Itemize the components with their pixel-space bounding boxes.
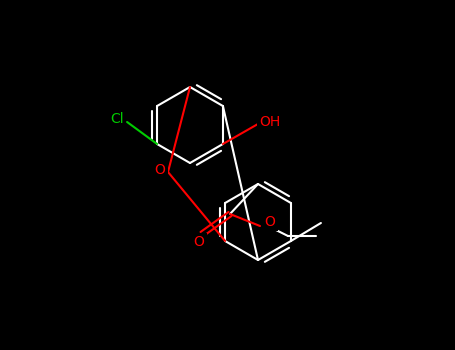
Text: OH: OH — [259, 115, 281, 129]
Text: O: O — [155, 163, 166, 177]
Text: Cl: Cl — [110, 112, 124, 126]
Text: O: O — [193, 235, 204, 249]
Text: O: O — [264, 215, 275, 229]
